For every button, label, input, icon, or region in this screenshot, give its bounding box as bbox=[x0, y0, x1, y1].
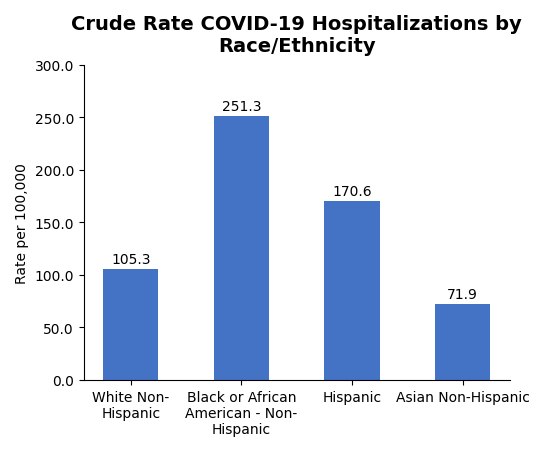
Bar bbox=[214, 117, 269, 380]
Y-axis label: Rate per 100,000: Rate per 100,000 bbox=[15, 162, 29, 283]
Text: 251.3: 251.3 bbox=[222, 100, 261, 114]
Text: 105.3: 105.3 bbox=[111, 253, 150, 267]
Title: Crude Rate COVID-19 Hospitalizations by
Race/Ethnicity: Crude Rate COVID-19 Hospitalizations by … bbox=[71, 15, 522, 56]
Text: 71.9: 71.9 bbox=[447, 288, 478, 302]
Bar bbox=[435, 305, 490, 380]
Text: 170.6: 170.6 bbox=[332, 184, 372, 198]
Bar bbox=[103, 270, 159, 380]
Bar bbox=[324, 201, 380, 380]
